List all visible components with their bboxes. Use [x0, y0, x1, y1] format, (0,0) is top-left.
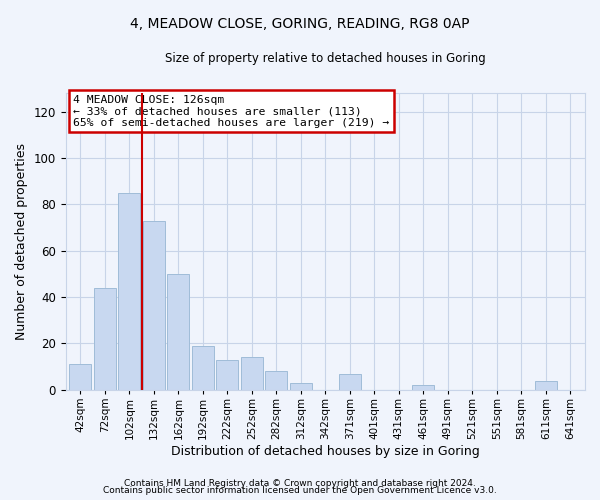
Bar: [535, 380, 557, 390]
Text: 4, MEADOW CLOSE, GORING, READING, RG8 0AP: 4, MEADOW CLOSE, GORING, READING, RG8 0A…: [130, 18, 470, 32]
Bar: [143, 220, 165, 390]
Bar: [167, 274, 190, 390]
Text: 4 MEADOW CLOSE: 126sqm
← 33% of detached houses are smaller (113)
65% of semi-de: 4 MEADOW CLOSE: 126sqm ← 33% of detached…: [73, 94, 389, 128]
Bar: [217, 360, 238, 390]
Y-axis label: Number of detached properties: Number of detached properties: [15, 143, 28, 340]
Bar: [118, 193, 140, 390]
Bar: [192, 346, 214, 390]
Bar: [339, 374, 361, 390]
Text: Contains public sector information licensed under the Open Government Licence v3: Contains public sector information licen…: [103, 486, 497, 495]
Bar: [412, 385, 434, 390]
Bar: [241, 358, 263, 390]
Text: Contains HM Land Registry data © Crown copyright and database right 2024.: Contains HM Land Registry data © Crown c…: [124, 478, 476, 488]
Title: Size of property relative to detached houses in Goring: Size of property relative to detached ho…: [165, 52, 486, 66]
X-axis label: Distribution of detached houses by size in Goring: Distribution of detached houses by size …: [171, 444, 480, 458]
Bar: [94, 288, 116, 390]
Bar: [290, 383, 312, 390]
Bar: [70, 364, 91, 390]
Bar: [265, 372, 287, 390]
